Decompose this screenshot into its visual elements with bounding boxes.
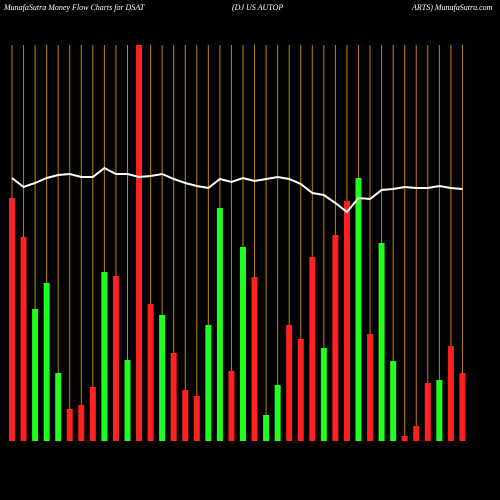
- bar: [263, 415, 270, 441]
- bar: [216, 208, 223, 441]
- bar: [297, 339, 304, 441]
- bar: [170, 353, 177, 441]
- bar: [228, 371, 235, 441]
- bar: [447, 346, 454, 441]
- bar: [436, 380, 443, 441]
- bar: [367, 334, 374, 441]
- bar: [66, 409, 73, 441]
- bar: [89, 387, 96, 441]
- bar: [413, 426, 420, 441]
- bar: [32, 309, 39, 441]
- bar: [309, 257, 316, 441]
- bar: [205, 325, 212, 441]
- bar: [459, 373, 466, 441]
- bar: [378, 243, 385, 441]
- bar: [401, 436, 408, 441]
- bar: [193, 396, 200, 441]
- bar: [355, 178, 362, 441]
- bar: [424, 383, 431, 441]
- bar: [43, 283, 50, 441]
- chart-title: MunafaSutra Money Flow Charts for DSAT: [3, 3, 145, 12]
- bar: [343, 201, 350, 441]
- bar: [136, 45, 143, 441]
- bar: [55, 373, 62, 441]
- bar: [147, 304, 154, 441]
- bar: [320, 348, 327, 441]
- bar: [9, 198, 15, 441]
- bar: [78, 405, 85, 441]
- bar: [124, 360, 131, 441]
- bar: [251, 277, 258, 441]
- bar: [274, 385, 281, 441]
- bar: [286, 325, 293, 441]
- bar: [240, 247, 246, 441]
- money-flow-line: [11, 166, 463, 214]
- chart-subtitle: (DJ US AUTOP: [232, 3, 283, 12]
- bar: [159, 315, 166, 441]
- bar: [101, 272, 108, 441]
- chart-source: ARTS) MunafaSutra.com: [411, 3, 493, 12]
- bar: [112, 276, 119, 441]
- bar: [20, 237, 27, 441]
- bar: [332, 235, 339, 441]
- bar: [390, 361, 397, 441]
- bar: [182, 390, 189, 441]
